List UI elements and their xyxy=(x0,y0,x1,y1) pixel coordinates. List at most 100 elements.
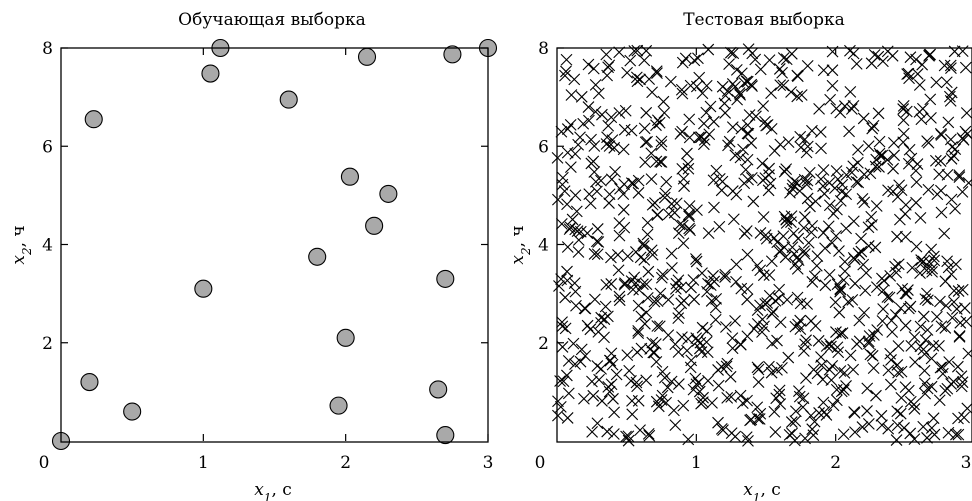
data-point xyxy=(706,396,718,409)
data-point xyxy=(785,216,797,229)
data-point xyxy=(682,208,695,221)
data-point xyxy=(661,381,674,394)
x-tick-label: 0 xyxy=(39,453,50,473)
data-point xyxy=(840,380,852,392)
data-point xyxy=(642,427,655,440)
data-point xyxy=(665,247,678,260)
data-point xyxy=(754,264,767,277)
data-point xyxy=(886,326,899,338)
data-point xyxy=(882,364,895,377)
data-point xyxy=(719,268,732,281)
data-point xyxy=(627,177,640,190)
data-point xyxy=(893,179,906,192)
data-point xyxy=(891,405,904,418)
data-point xyxy=(847,363,860,376)
data-point xyxy=(559,322,572,335)
data-point xyxy=(817,396,830,409)
data-point xyxy=(771,236,784,249)
data-point xyxy=(792,385,805,398)
data-point xyxy=(555,125,568,138)
data-point xyxy=(683,222,695,235)
data-point xyxy=(673,307,685,319)
data-point xyxy=(913,106,926,118)
data-point xyxy=(945,62,957,75)
data-point xyxy=(707,269,719,282)
data-point xyxy=(727,47,740,60)
data-point xyxy=(723,58,735,71)
data-point xyxy=(379,184,398,203)
data-point xyxy=(582,58,595,71)
data-point xyxy=(697,138,710,151)
data-point xyxy=(830,230,842,242)
data-point xyxy=(557,171,569,184)
data-point xyxy=(938,59,951,72)
data-point xyxy=(607,428,620,440)
data-point xyxy=(785,47,798,60)
data-point xyxy=(858,306,871,319)
data-point xyxy=(797,392,810,405)
y-tick-label: 4 xyxy=(538,236,549,256)
data-point xyxy=(595,363,607,375)
data-point xyxy=(911,68,924,80)
data-point xyxy=(819,279,832,292)
data-point xyxy=(956,45,969,58)
data-point xyxy=(631,75,644,88)
data-point xyxy=(840,188,853,201)
data-point xyxy=(877,284,890,297)
data-point xyxy=(560,369,573,382)
data-point xyxy=(721,85,734,97)
data-point xyxy=(757,269,770,282)
data-point xyxy=(655,156,668,168)
data-point xyxy=(589,105,602,118)
data-point xyxy=(702,43,715,56)
y-tick-label: 6 xyxy=(538,137,549,157)
data-point xyxy=(926,262,939,275)
data-point xyxy=(617,203,630,216)
x-tick-label: 2 xyxy=(830,453,841,473)
data-point xyxy=(568,277,581,289)
data-point xyxy=(745,137,758,149)
data-point xyxy=(618,278,631,291)
data-point xyxy=(651,295,664,307)
data-point xyxy=(890,434,903,446)
data-point xyxy=(789,415,802,427)
data-point xyxy=(904,300,917,313)
data-point xyxy=(642,265,655,278)
data-point xyxy=(696,87,709,100)
data-point xyxy=(672,346,685,358)
data-point xyxy=(899,231,912,243)
data-point xyxy=(682,162,695,175)
data-point xyxy=(608,406,621,419)
data-point xyxy=(806,276,819,288)
data-point xyxy=(850,57,863,70)
data-point xyxy=(833,245,845,257)
data-point xyxy=(697,391,709,404)
data-markers xyxy=(551,43,972,447)
data-point xyxy=(873,161,885,173)
data-point xyxy=(824,93,837,106)
data-point xyxy=(931,188,944,201)
data-point xyxy=(786,427,798,440)
data-point xyxy=(869,241,882,254)
data-point xyxy=(641,135,653,148)
y-tick-label: 8 xyxy=(538,39,549,59)
data-point xyxy=(643,429,656,442)
data-point xyxy=(561,265,573,278)
data-point xyxy=(872,107,885,120)
data-point xyxy=(600,48,613,61)
data-point xyxy=(582,101,595,113)
data-point xyxy=(895,391,908,404)
tick-marks xyxy=(61,47,489,441)
data-point xyxy=(862,417,875,430)
data-point xyxy=(951,360,964,373)
data-point xyxy=(735,282,748,295)
data-point xyxy=(780,163,793,176)
data-point xyxy=(925,243,938,256)
data-point xyxy=(960,315,972,328)
x-axis-label: x1, с xyxy=(743,480,781,501)
data-point xyxy=(959,61,972,74)
data-point xyxy=(927,412,940,425)
data-point xyxy=(962,347,972,360)
data-point xyxy=(718,97,731,110)
data-point xyxy=(627,283,639,296)
